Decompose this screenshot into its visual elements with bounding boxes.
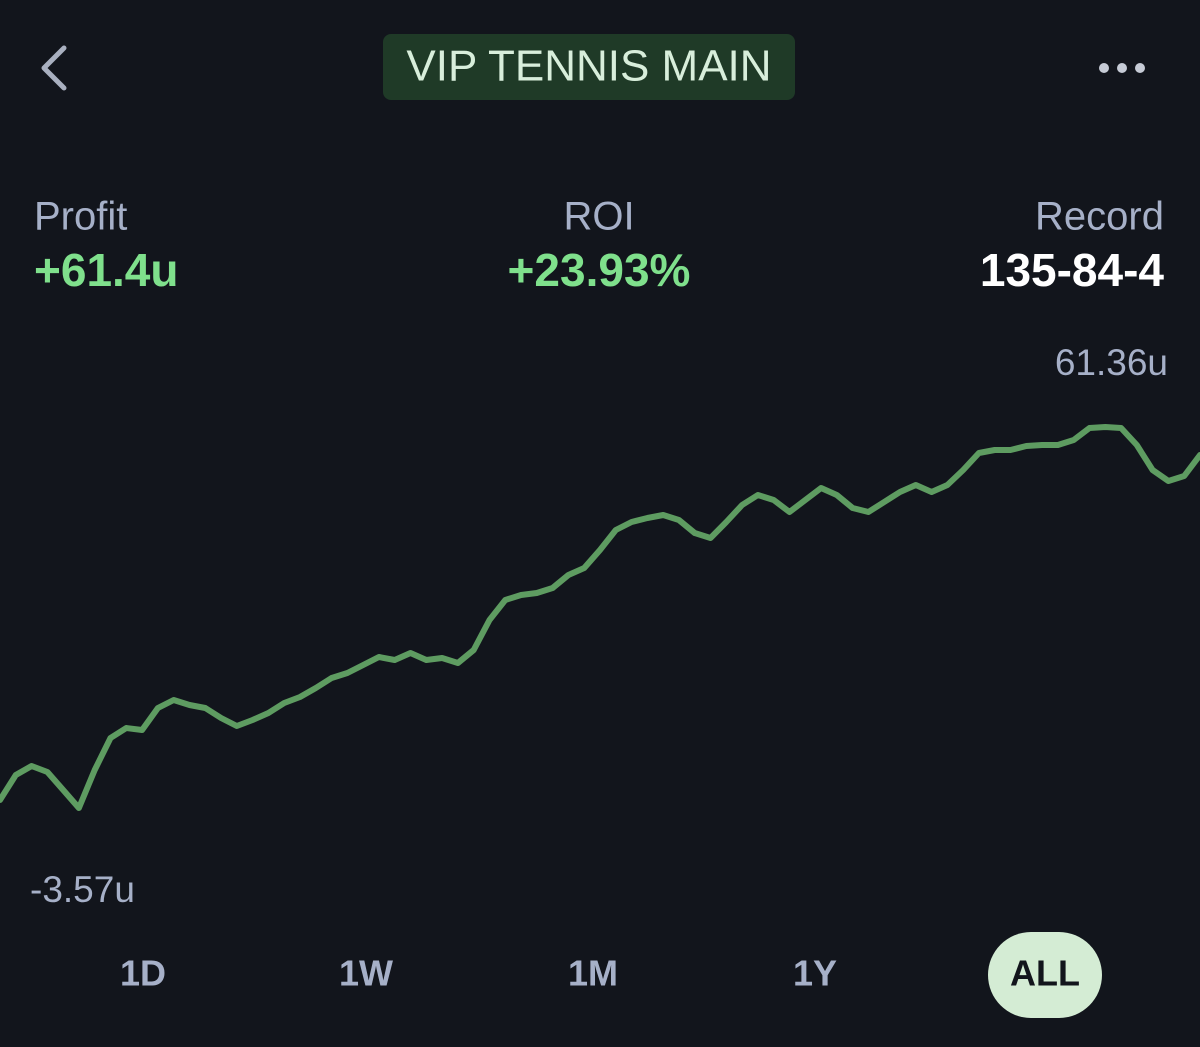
- title-pill: [383, 34, 795, 100]
- range-option[interactable]: 1M: [568, 953, 618, 994]
- more-dot[interactable]: [1117, 63, 1127, 73]
- profit-line: [0, 424, 1200, 811]
- page-title: VIP TENNIS MAIN: [406, 42, 771, 91]
- range-option[interactable]: ALL: [1010, 953, 1080, 994]
- range-option[interactable]: 1D: [120, 953, 166, 994]
- y-extreme-label: -3.57u: [30, 869, 135, 910]
- stat-label: ROI: [563, 195, 634, 239]
- range-option[interactable]: 1Y: [793, 953, 837, 994]
- stat-value: +61.4u: [34, 244, 179, 296]
- stat-label: Record: [1035, 195, 1164, 239]
- back-hit[interactable]: [25, 35, 85, 101]
- back-icon[interactable]: [41, 45, 67, 91]
- more-dot[interactable]: [1099, 63, 1109, 73]
- range-selected-pill[interactable]: [988, 932, 1102, 1018]
- range-selector: 1D 1W 1M 1Y ALL: [120, 932, 1102, 1018]
- more-button[interactable]: [1099, 63, 1145, 73]
- more-dot[interactable]: [1135, 63, 1145, 73]
- stats: Profit +61.4u ROI +23.93% Record 135-84-4: [34, 195, 1164, 297]
- stat-value: 135-84-4: [980, 244, 1165, 296]
- range-option[interactable]: 1W: [339, 953, 393, 994]
- stat-label: Profit: [34, 195, 127, 239]
- stat-value: +23.93%: [508, 244, 691, 296]
- back-button[interactable]: [25, 35, 85, 101]
- y-extreme-label: 61.36u: [1055, 342, 1168, 383]
- chart: 61.36u -3.57u: [0, 342, 1200, 910]
